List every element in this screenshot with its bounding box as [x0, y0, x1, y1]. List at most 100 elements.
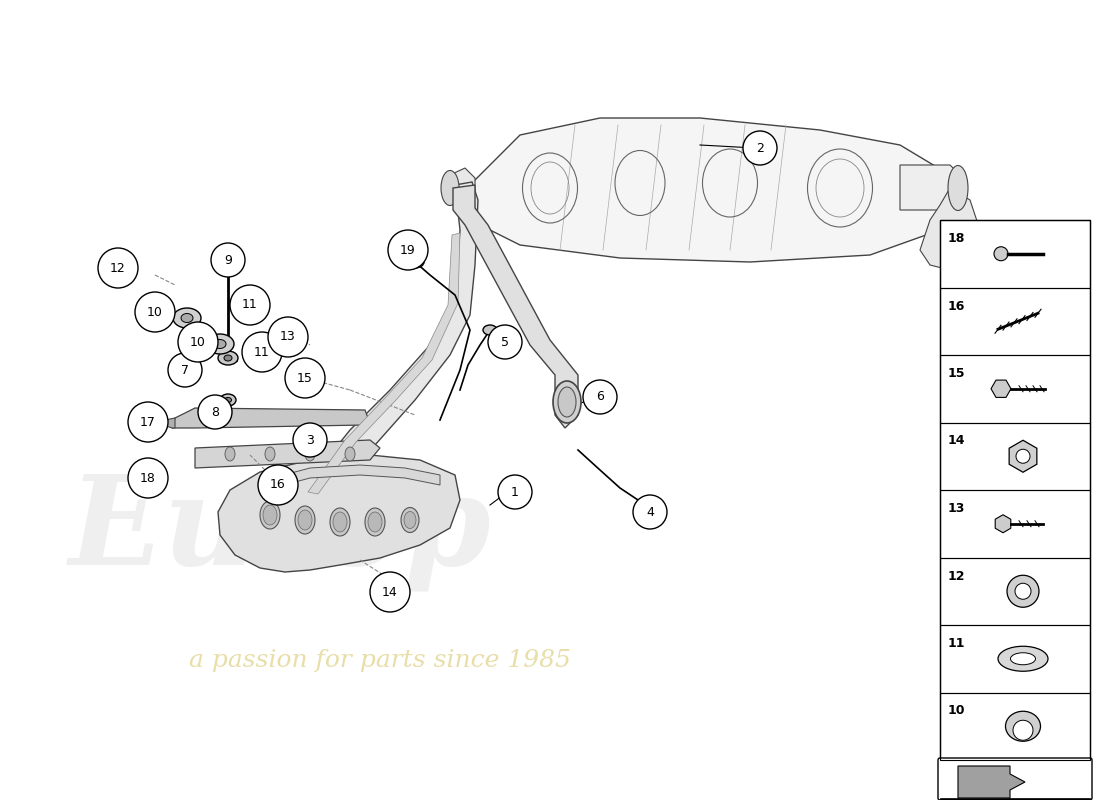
Polygon shape — [940, 220, 1090, 760]
Text: 14: 14 — [948, 434, 966, 447]
Circle shape — [268, 317, 308, 357]
Ellipse shape — [214, 339, 225, 349]
Circle shape — [1015, 583, 1031, 599]
Ellipse shape — [292, 367, 321, 389]
Ellipse shape — [406, 256, 424, 268]
Ellipse shape — [220, 394, 236, 406]
Circle shape — [583, 380, 617, 414]
Circle shape — [293, 423, 327, 457]
Ellipse shape — [404, 511, 416, 529]
Ellipse shape — [948, 166, 968, 210]
Polygon shape — [920, 188, 980, 270]
Polygon shape — [308, 233, 460, 494]
Ellipse shape — [368, 512, 382, 532]
Polygon shape — [996, 514, 1011, 533]
Text: 10: 10 — [948, 705, 966, 718]
Text: 1: 1 — [512, 486, 519, 498]
Polygon shape — [450, 168, 475, 208]
Text: 15: 15 — [948, 367, 966, 380]
Ellipse shape — [558, 387, 576, 417]
Text: 19: 19 — [400, 243, 416, 257]
Circle shape — [98, 248, 138, 288]
Ellipse shape — [298, 510, 312, 530]
Circle shape — [258, 465, 298, 505]
Text: 16: 16 — [948, 299, 966, 313]
Text: 11: 11 — [948, 637, 966, 650]
Text: 13: 13 — [280, 330, 296, 343]
Circle shape — [388, 230, 428, 270]
Text: 11: 11 — [254, 346, 270, 358]
Circle shape — [198, 395, 232, 429]
Ellipse shape — [255, 345, 270, 355]
Ellipse shape — [263, 471, 293, 493]
Text: 12: 12 — [948, 570, 966, 582]
Circle shape — [128, 458, 168, 498]
Text: 3: 3 — [306, 434, 313, 446]
Polygon shape — [218, 455, 460, 572]
Ellipse shape — [245, 301, 258, 311]
Polygon shape — [195, 440, 380, 468]
Ellipse shape — [330, 508, 350, 536]
Text: 13: 13 — [948, 502, 966, 515]
Polygon shape — [453, 185, 578, 428]
Circle shape — [230, 285, 270, 325]
Ellipse shape — [333, 512, 346, 532]
Ellipse shape — [265, 447, 275, 461]
Circle shape — [1013, 720, 1033, 740]
Ellipse shape — [218, 351, 238, 365]
Ellipse shape — [271, 477, 285, 487]
Polygon shape — [1009, 440, 1037, 472]
Circle shape — [135, 292, 175, 332]
Polygon shape — [900, 165, 960, 210]
Polygon shape — [940, 798, 1090, 800]
Circle shape — [178, 322, 218, 362]
Ellipse shape — [236, 295, 267, 317]
Ellipse shape — [182, 314, 192, 322]
Circle shape — [742, 131, 777, 165]
Ellipse shape — [441, 170, 459, 206]
Text: 15: 15 — [297, 371, 312, 385]
Text: 9: 9 — [224, 254, 232, 266]
Circle shape — [1016, 450, 1030, 463]
Text: Europ: Europ — [68, 470, 492, 590]
Ellipse shape — [112, 265, 128, 275]
Polygon shape — [295, 182, 478, 510]
Text: 10: 10 — [147, 306, 163, 318]
Circle shape — [242, 332, 282, 372]
Ellipse shape — [226, 447, 235, 461]
Circle shape — [370, 572, 410, 612]
Text: 7: 7 — [182, 363, 189, 377]
Text: 8: 8 — [211, 406, 219, 418]
Circle shape — [488, 325, 522, 359]
Polygon shape — [460, 118, 950, 262]
Circle shape — [1006, 575, 1040, 607]
Ellipse shape — [263, 505, 277, 525]
Text: 2: 2 — [756, 142, 763, 154]
Text: 10: 10 — [190, 335, 206, 349]
Ellipse shape — [1011, 653, 1035, 665]
Ellipse shape — [275, 327, 305, 349]
Ellipse shape — [402, 507, 419, 533]
Circle shape — [168, 353, 202, 387]
Ellipse shape — [283, 333, 297, 343]
Ellipse shape — [483, 325, 497, 335]
Text: 16: 16 — [271, 478, 286, 491]
Text: 18: 18 — [948, 232, 966, 245]
Circle shape — [285, 358, 324, 398]
Circle shape — [128, 402, 168, 442]
Ellipse shape — [224, 398, 231, 402]
Ellipse shape — [641, 500, 654, 510]
Text: 11: 11 — [242, 298, 257, 311]
Text: 17: 17 — [140, 415, 156, 429]
Ellipse shape — [305, 447, 315, 461]
Ellipse shape — [299, 373, 314, 383]
Text: 12: 12 — [110, 262, 125, 274]
Ellipse shape — [998, 646, 1048, 671]
Ellipse shape — [345, 447, 355, 461]
Ellipse shape — [224, 355, 232, 361]
Ellipse shape — [1005, 711, 1041, 742]
Polygon shape — [172, 408, 368, 428]
Text: 4: 4 — [646, 506, 653, 518]
Ellipse shape — [553, 381, 581, 423]
Ellipse shape — [173, 308, 201, 328]
